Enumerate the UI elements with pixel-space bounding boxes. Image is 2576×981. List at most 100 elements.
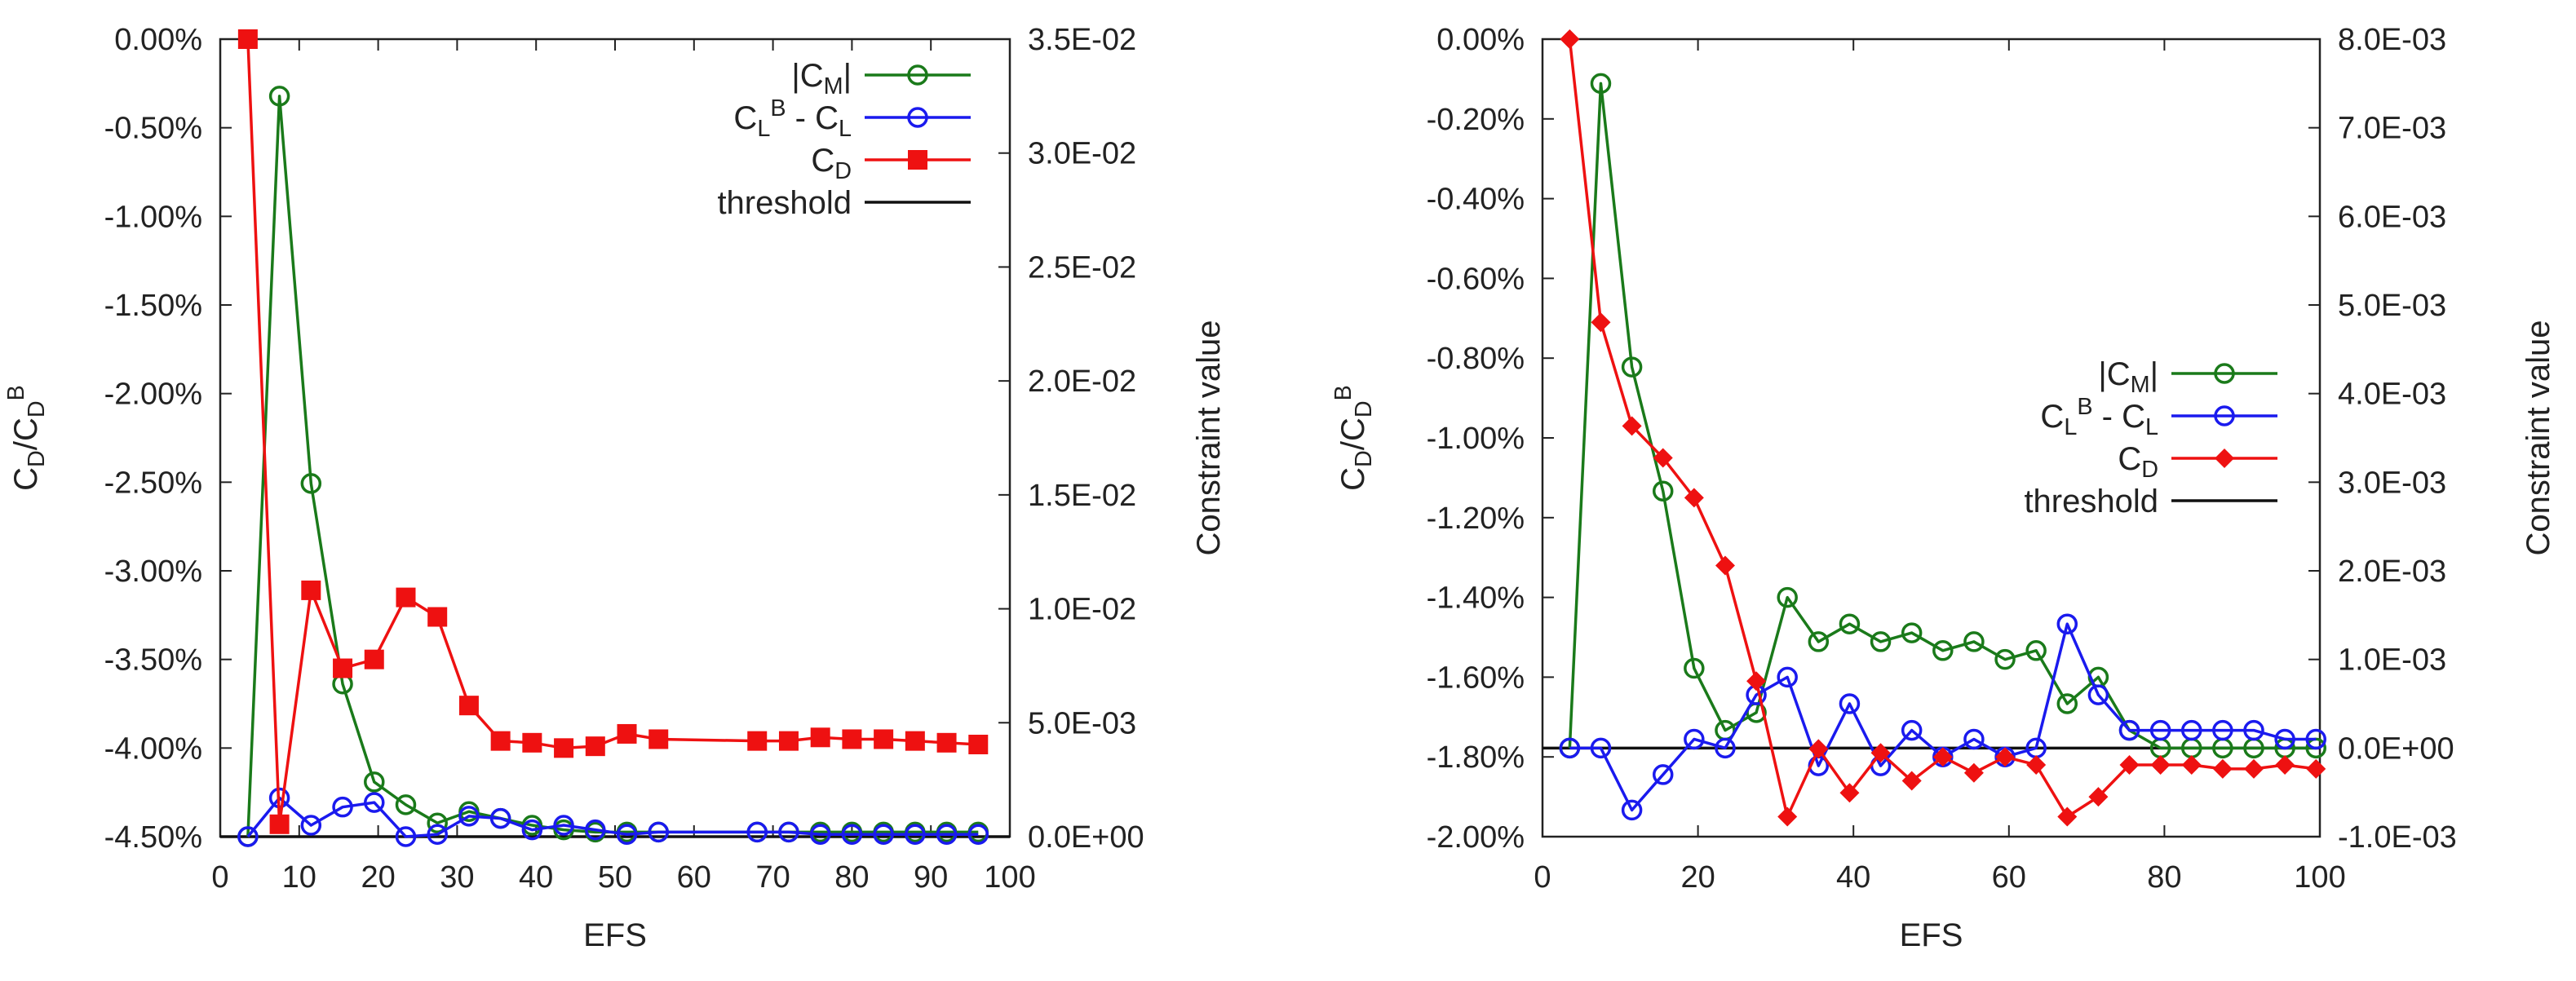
data-point-cd — [1932, 747, 1953, 767]
x-tick-label: 40 — [519, 860, 553, 895]
y2-tick-label: 3.0E-02 — [1028, 137, 1136, 171]
data-point-cd — [2181, 754, 2202, 775]
data-point-cl — [778, 821, 799, 843]
data-point-cd — [1995, 747, 2016, 767]
data-point-cd — [1870, 743, 1891, 763]
data-point-cm — [1994, 648, 2016, 670]
data-point-cl — [2274, 728, 2295, 750]
y-tick-label: -2.00% — [104, 378, 202, 412]
y2-tick-label: 3.5E-02 — [1028, 23, 1136, 57]
data-point-cd — [333, 658, 353, 678]
data-point-cm — [1652, 480, 1674, 502]
y-tick-label: -1.40% — [1427, 581, 1525, 616]
data-point-cd — [842, 729, 862, 749]
data-point-cl — [1777, 666, 1798, 688]
plot-frame — [1541, 38, 2321, 838]
y2-tick-label: -1.0E-03 — [2338, 820, 2457, 855]
x-tick-label: 70 — [755, 860, 790, 895]
x-tick-label: 0 — [1534, 860, 1551, 895]
data-point-cl — [648, 821, 669, 843]
x-tick-label: 100 — [984, 860, 1035, 895]
data-point-cm — [1839, 613, 1861, 634]
data-point-cm — [1590, 73, 1612, 95]
data-point-cd — [1622, 416, 1642, 436]
y-tick-label: -1.00% — [1427, 422, 1525, 456]
right-chart: 0 20 40 60 80 100 0.00% -0.20% -0.40% -0.60% -0.80… — [1330, 23, 2556, 953]
legend-label-cm: |CM| — [2098, 356, 2158, 398]
series-line-cm — [246, 95, 979, 837]
data-point-cd — [585, 736, 605, 757]
y2-tick-label: 3.0E-03 — [2338, 466, 2446, 500]
series-line-cl — [246, 796, 979, 838]
legend-marker-cd — [908, 150, 927, 170]
series-line-cm — [1568, 82, 2317, 750]
data-point-cm — [300, 473, 322, 494]
data-point-cl — [2243, 719, 2264, 741]
data-point-cd — [427, 607, 448, 627]
y-tick-label: -0.20% — [1427, 103, 1525, 137]
legend-marker-cl — [2214, 405, 2235, 426]
data-point-cm — [1808, 631, 1830, 652]
x-tick-label: 60 — [1992, 860, 2026, 895]
data-point-cm — [427, 812, 448, 833]
data-point-cd — [778, 731, 799, 751]
data-point-cl — [395, 826, 417, 847]
y2-tick-label: 4.0E-03 — [2338, 378, 2446, 412]
data-point-cm — [1777, 586, 1798, 608]
x-tick-label: 60 — [677, 860, 711, 895]
y-tick-label: -1.60% — [1427, 661, 1525, 695]
data-point-cd — [747, 731, 768, 751]
data-point-cd — [968, 734, 989, 754]
data-point-cd — [1746, 671, 1767, 692]
x-tick-label: 0 — [211, 860, 228, 895]
legend-label-cm: |CM| — [791, 58, 852, 99]
y2-tick-label: 7.0E-03 — [2338, 112, 2446, 146]
y-axis-label: CD/CDB — [1330, 385, 1377, 491]
data-point-cm — [1684, 657, 1705, 679]
x-tick-label: 80 — [834, 860, 869, 895]
data-point-cd — [810, 727, 830, 748]
y-tick-label: -4.50% — [104, 820, 202, 855]
y-tick-label: -2.50% — [104, 466, 202, 500]
y2-tick-label: 0.0E+00 — [1028, 820, 1144, 855]
y-tick-label: -0.40% — [1427, 183, 1525, 217]
data-point-cd — [2212, 758, 2233, 779]
x-tick-label: 40 — [1836, 860, 1870, 895]
data-point-cl — [967, 824, 989, 845]
data-point-cl — [2305, 728, 2326, 750]
data-point-cl — [332, 796, 353, 818]
legend-label-cl: CLB - CL — [733, 95, 852, 142]
legend-marker-cd — [2215, 449, 2234, 468]
data-point-cl — [1715, 737, 1736, 759]
y-tick-label: -0.80% — [1427, 342, 1525, 376]
data-point-cd — [2243, 758, 2264, 779]
data-point-cl — [427, 824, 448, 845]
x-tick-label: 10 — [282, 860, 316, 895]
y-tick-label: -0.60% — [1427, 262, 1525, 296]
legend-label-cd: CD — [811, 143, 852, 184]
data-point-cl — [809, 824, 831, 845]
data-point-cl — [364, 792, 385, 813]
legend-label-cl: CLB - CL — [2040, 394, 2158, 440]
legend-marker-cm — [2214, 363, 2235, 384]
x-tick-label: 20 — [1680, 860, 1715, 895]
y-tick-label: 0.00% — [1436, 23, 1525, 57]
y-tick-label: -1.80% — [1427, 740, 1525, 775]
data-point-cd — [522, 732, 542, 753]
data-point-cm — [2056, 693, 2078, 714]
x-tick-label: 50 — [598, 860, 632, 895]
data-point-cm — [268, 86, 290, 107]
data-point-cd — [2057, 806, 2078, 827]
data-point-cl — [521, 819, 543, 841]
data-point-cd — [2119, 754, 2140, 775]
left-chart: 0 10 20 30 40 50 60 70 80 90 100 0.00% -0.50% -1.00% -… — [3, 23, 1227, 953]
data-point-cl — [553, 815, 574, 836]
y-tick-label: -3.00% — [104, 555, 202, 589]
data-point-cd — [1901, 771, 1922, 791]
data-point-cd — [1684, 488, 1704, 508]
data-point-cm — [2025, 640, 2047, 661]
x-axis-label: EFS — [1900, 917, 1963, 953]
data-point-cd — [2275, 754, 2295, 775]
data-point-cl — [746, 821, 768, 843]
